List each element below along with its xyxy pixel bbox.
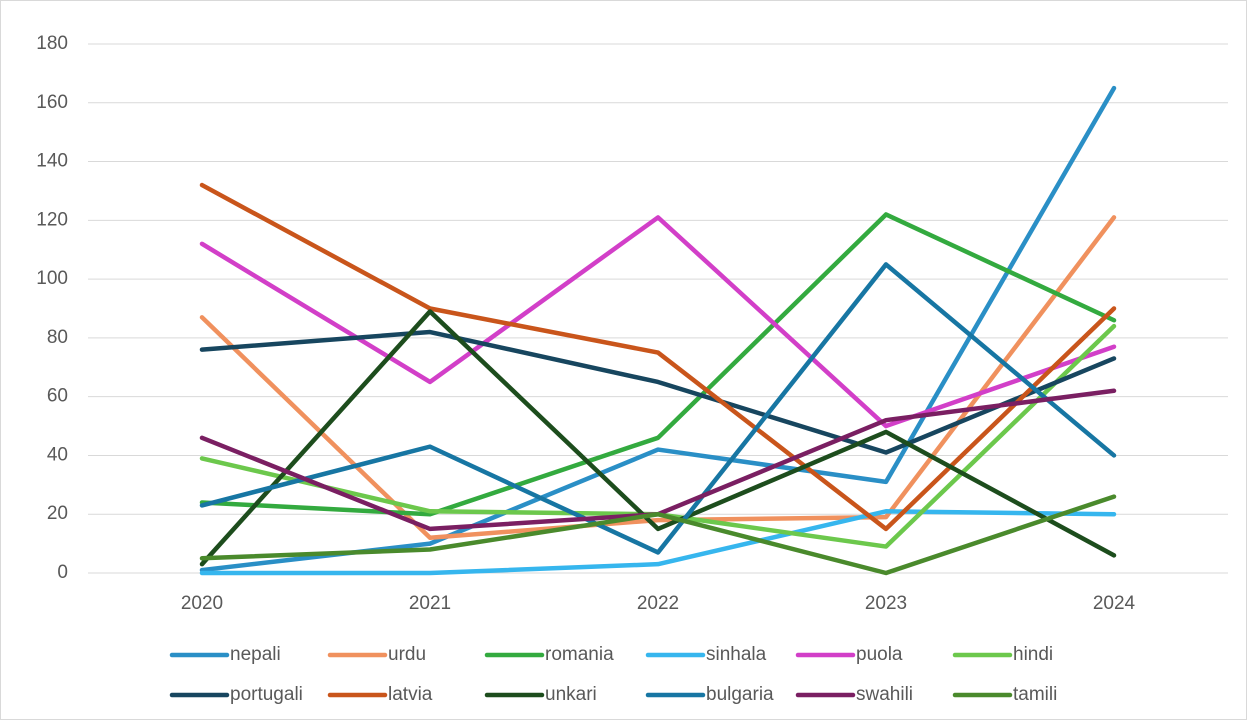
series-line [199,182,1117,532]
y-tick-label: 60 [47,386,68,407]
legend-label: portugali [230,684,303,705]
legend-label: swahili [856,684,913,705]
series-line [199,509,1117,576]
legend-label: sinhala [706,644,767,665]
y-tick-label: 20 [47,503,68,524]
series-line [199,212,1117,517]
x-tick-label: 2022 [637,593,679,614]
series-line [199,494,1117,576]
legend-label: tamili [1013,684,1057,705]
y-tick-label: 100 [36,268,68,289]
y-tick-label: 120 [36,209,68,230]
x-tick-label: 2024 [1093,593,1136,614]
y-tick-label: 160 [36,92,68,113]
x-tick-label: 2020 [181,593,223,614]
legend-label: romania [545,644,614,665]
legend-label: latvia [388,684,433,705]
series-line [199,309,1117,567]
y-tick-label: 40 [47,444,68,465]
legend-label: unkari [545,684,597,705]
y-tick-label: 140 [36,151,68,172]
series-line [199,262,1117,555]
y-tick-label: 80 [47,327,68,348]
x-tick-label: 2021 [409,593,451,614]
legend-label: nepali [230,644,281,665]
x-tick-label: 2023 [865,593,907,614]
legend-label: urdu [388,644,426,665]
series-line [199,329,1117,455]
legend-label: puola [856,644,903,665]
y-tick-label: 180 [36,33,68,54]
y-tick-label: 0 [57,562,68,583]
legend-label: bulgaria [706,684,774,705]
legend-label: hindi [1013,644,1053,665]
